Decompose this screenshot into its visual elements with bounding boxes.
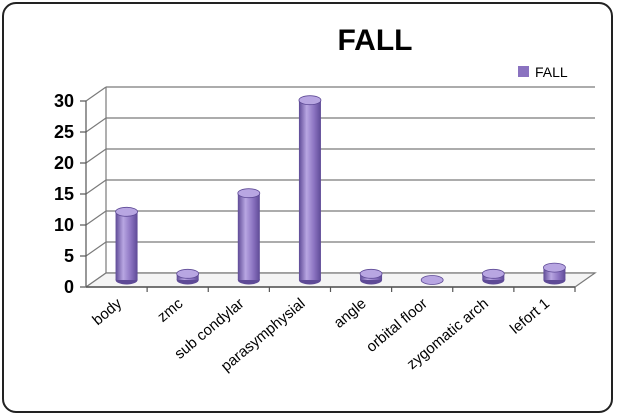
bar-top [298,95,322,106]
x-category-label: zmc [154,295,186,326]
bar-top [115,206,138,217]
chart-title: FALL [338,24,413,57]
legend-swatch [518,66,529,77]
bar-top [176,268,200,279]
bar [481,268,505,285]
bar-body [237,193,260,280]
y-tick-label: 15 [54,184,74,204]
gridline-depth [85,117,107,133]
legend: FALL [518,64,568,80]
bar [176,268,200,285]
y-axis-ticks: 0 5 10 15 20 25 30 [54,91,86,297]
bars [115,95,566,285]
x-category-label: body [89,295,125,329]
x-category-label: angle [331,295,370,332]
bar [359,268,383,285]
y-tick-label: 30 [54,91,74,111]
bar-top [237,188,261,199]
axes [84,87,597,292]
bar-body [298,100,321,280]
bar-top [481,268,505,279]
bar [298,95,322,285]
bar-top [420,275,444,285]
chart-floor [84,272,597,288]
gridline-depth [85,179,107,195]
gridline-depth [85,241,107,257]
bar [237,188,261,285]
gridline-depth [85,148,107,164]
bar-top [543,262,566,273]
gridline-depth [85,210,107,226]
bar-body [115,211,138,280]
bar [115,206,138,285]
y-tick-label: 10 [54,215,74,235]
bar [543,262,566,285]
bar-top [359,268,383,279]
legend-label: FALL [535,64,568,80]
x-category-label: lefort 1 [507,295,553,338]
y-tick-label: 20 [54,153,74,173]
y-tick-label: 25 [54,122,74,142]
gridlines [85,86,595,288]
gridline-depth [85,86,107,102]
y-tick-label: 0 [64,277,74,297]
y-tick-label: 5 [64,246,74,266]
bar [420,275,444,285]
